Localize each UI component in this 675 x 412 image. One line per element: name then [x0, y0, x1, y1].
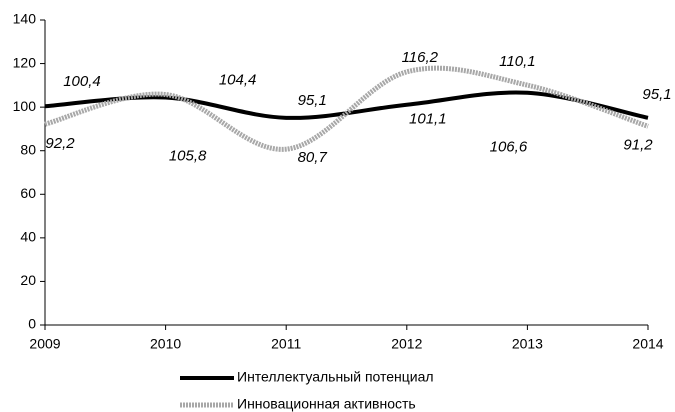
data-label: 95,1 [642, 86, 671, 103]
x-tick-label: 2012 [391, 336, 422, 352]
x-tick-label: 2010 [150, 336, 181, 352]
data-label: 100,4 [63, 73, 101, 90]
data-label: 110,1 [499, 53, 535, 70]
data-label: 80,7 [298, 149, 328, 166]
data-label: 105,8 [169, 147, 207, 164]
data-label: 106,6 [490, 139, 528, 156]
data-label: 116,2 [402, 49, 439, 66]
data-label: 92,2 [45, 135, 75, 152]
data-label: 95,1 [298, 92, 327, 109]
x-tick-label: 2011 [271, 336, 301, 352]
y-tick-label: 100 [13, 98, 37, 114]
y-tick-label: 120 [13, 54, 37, 70]
x-tick-label: 2013 [512, 336, 543, 352]
legend-label: Интеллектуальный потенциал [237, 369, 434, 385]
series-line [44, 65, 649, 152]
legend-label: Инновационная активность [237, 396, 416, 412]
y-tick-label: 0 [28, 316, 36, 332]
y-tick-label: 60 [20, 185, 36, 201]
data-label: 104,4 [219, 72, 257, 89]
y-tick-label: 40 [20, 229, 36, 245]
x-tick-label: 2009 [29, 336, 60, 352]
data-label: 91,2 [623, 136, 653, 153]
x-tick-label: 2014 [632, 336, 663, 352]
y-tick-label: 140 [13, 11, 37, 27]
y-tick-label: 20 [20, 272, 36, 288]
data-label: 101,1 [409, 111, 447, 128]
y-tick-label: 80 [20, 141, 36, 157]
